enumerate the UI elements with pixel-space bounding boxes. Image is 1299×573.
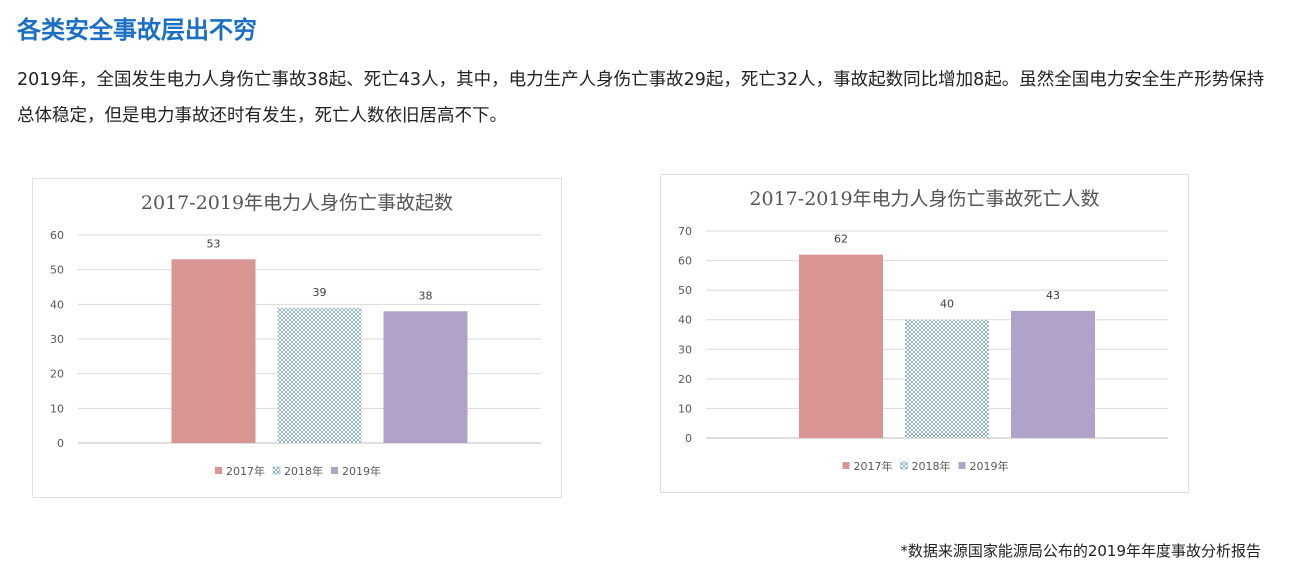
bar-value-label: 53 [207, 237, 221, 250]
y-tick-label: 40 [678, 314, 692, 327]
bar-1 [171, 259, 256, 443]
chart-title: 2017-2019年电力人身伤亡事故死亡人数 [749, 188, 1099, 210]
y-tick-label: 20 [678, 373, 692, 386]
intro-paragraph: 2019年，全国发生电力人身伤亡事故38起、死亡43人，其中，电力生产人身伤亡事… [17, 70, 1265, 126]
y-tick-label: 50 [50, 264, 64, 277]
y-tick-label: 10 [50, 402, 64, 415]
y-tick-label: 60 [50, 229, 64, 242]
y-tick-label: 0 [57, 437, 64, 450]
legend-swatch [331, 467, 338, 474]
chart-accident-count-svg: 2017-2019年电力人身伤亡事故起数 0 10 20 30 40 50 60 53 39 38 2… [50, 192, 541, 478]
legend-entry: 2019年 [342, 464, 381, 478]
y-tick-label: 20 [50, 368, 64, 381]
chart-title: 2017-2019年电力人身伤亡事故起数 [141, 192, 453, 214]
bar-value-label: 39 [313, 286, 327, 299]
data-source-note: *数据来源国家能源局公布的2019年年度事故分析报告 [900, 542, 1261, 560]
legend-swatch [842, 462, 850, 469]
y-tick-label: 30 [50, 333, 64, 346]
bar-2 [277, 307, 362, 443]
bar-value-label: 38 [419, 289, 433, 302]
legend-swatch [958, 462, 966, 469]
legend-entry: 2017年 [226, 464, 265, 478]
y-tick-label: 50 [678, 284, 692, 297]
y-tick-label: 60 [678, 255, 692, 268]
bar-1 [799, 254, 883, 438]
legend-entry: 2018年 [284, 464, 323, 478]
legend-swatch [272, 466, 281, 475]
bar-value-label: 43 [1046, 289, 1060, 302]
bar-3 [1011, 310, 1095, 438]
bar-3 [383, 311, 468, 443]
chart-accident-count: 2017-2019年电力人身伤亡事故起数 0 10 20 30 40 50 60 53 39 38 2… [32, 178, 562, 498]
y-tick-label: 10 [678, 402, 692, 415]
legend-entry: 2017年 [854, 459, 893, 473]
legend-swatch [900, 461, 908, 470]
legend-swatch [215, 467, 222, 474]
legend-entry: 2019年 [970, 459, 1009, 473]
chart-death-count: 2017-2019年电力人身伤亡事故死亡人数 0 10 20 30 40 50 60 70 62 4… [660, 174, 1189, 493]
section-heading: 各类安全事故层出不穷 [17, 16, 257, 44]
bar-value-label: 62 [834, 233, 848, 246]
bar-value-label: 40 [940, 298, 954, 311]
y-tick-label: 40 [50, 298, 64, 311]
y-tick-label: 70 [678, 225, 692, 238]
bar-2 [905, 319, 989, 438]
y-tick-label: 30 [678, 343, 692, 356]
chart-death-count-svg: 2017-2019年电力人身伤亡事故死亡人数 0 10 20 30 40 50 60 70 62 4… [678, 188, 1168, 473]
y-tick-label: 0 [685, 432, 692, 445]
legend-entry: 2018年 [912, 459, 951, 473]
